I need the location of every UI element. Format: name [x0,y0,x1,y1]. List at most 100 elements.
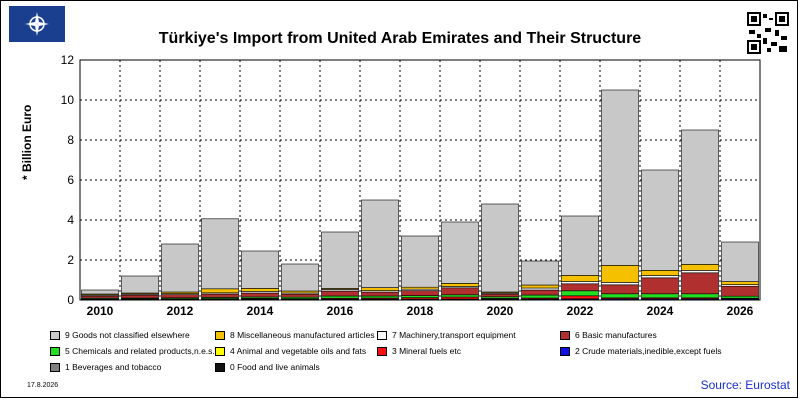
bar-segment [361,287,399,291]
legend-swatch [215,362,225,372]
bar-segment [681,264,719,271]
legend-item: 0 Food and live animals [215,362,320,372]
legend-item: 5 Chemicals and related products,n.e.s. [50,346,215,356]
legend-swatch [560,330,570,340]
x-tick-label: 2018 [407,304,434,318]
legend-item: 3 Mineral fuels etc [377,346,461,356]
x-tick-label: 2022 [567,304,594,318]
bar-segment [121,275,159,294]
bar-segment [441,287,479,296]
legend-swatch [560,346,570,356]
y-tick-label: 0 [67,293,74,307]
bar-segment [721,281,759,285]
legend-label: 9 Goods not classified elsewhere [65,330,190,340]
bar-segment [561,295,599,300]
legend-item: 6 Basic manufactures [560,330,657,340]
bar-segment [681,293,719,299]
bar-segment [601,293,639,299]
bar-segment [361,291,399,297]
bar-segment [521,294,559,299]
y-tick-label: 8 [67,133,74,147]
bar-segment [641,277,679,295]
x-tick-label: 2020 [487,304,514,318]
bar-segment [641,169,679,271]
bar-segment [561,275,599,282]
legend-label: 8 Miscellaneous manufactured articles [230,330,375,340]
bar-segment [681,272,719,295]
bar-segment [681,270,719,274]
legend-swatch [215,346,225,356]
bar-segment [201,288,239,294]
bar-segment [281,293,319,298]
bar-segment [161,294,199,299]
bar-segment [601,284,639,295]
legend-item: 1 Beverages and tobacco [50,362,161,372]
qr-code-icon [747,12,789,54]
legend-label: 2 Crude materials,inedible,except fuels [575,346,722,356]
y-tick-label: 6 [67,173,74,187]
y-tick-label: 2 [67,253,74,267]
bar-segment [321,231,359,289]
bar-segment [241,250,279,289]
logo-icon [9,6,65,42]
legend-item: 8 Miscellaneous manufactured articles [215,330,375,340]
bar-segment [561,290,599,297]
bar-segment [441,221,479,284]
bar-segment [81,289,119,295]
y-tick-label: 12 [61,53,75,67]
bar-segment [641,293,679,299]
bar-segment [521,289,559,296]
legend-label: 1 Beverages and tobacco [65,362,162,372]
legend-swatch [377,330,387,340]
bar-segment [441,283,479,287]
bar-segment [201,218,239,290]
bar-segment [161,243,199,293]
x-tick-label: 2016 [327,304,354,318]
bar-segment [681,129,719,265]
bar-segment [641,275,679,279]
bar-segment [561,215,599,276]
bar-segment [401,290,439,296]
y-tick-label: 4 [67,213,74,227]
bar-segment [121,294,159,299]
chart-title: Türkiye's Import from United Arab Emirat… [158,30,642,47]
legend-swatch [50,362,60,372]
legend-label: 3 Mineral fuels etc [392,346,461,356]
bar-segment [81,295,119,299]
y-tick-label: 10 [61,93,75,107]
bar-segment [321,290,359,297]
bar-segment [601,282,639,286]
x-tick-label: 2024 [647,304,674,318]
source-label: Source: Eurostat [700,378,790,392]
x-tick-label: 2010 [87,304,114,318]
legend-swatch [377,346,387,356]
bar-segment [441,294,479,298]
legend-swatch [50,330,60,340]
bar-segment [241,292,279,298]
legend-item: 9 Goods not classified elsewhere [50,330,190,340]
bar-segment [201,293,239,298]
legend-item: 2 Crude materials,inedible,except fuels [560,346,721,356]
legend-label: 0 Food and live animals [230,362,320,372]
bar-segment [641,270,679,276]
legend-label: 5 Chemicals and related products,n.e.s. [65,346,215,356]
bar-chart: 0 2 4 6 8 10 12 2010 2012 2014 2016 2018 2020 2022 202… [61,53,761,318]
legend-label: 6 Basic manufactures [575,330,657,340]
bar-segment [721,241,759,282]
bar-segment [721,285,759,297]
bar-segment [401,235,439,288]
bar-segment [521,284,559,289]
bar-segment [481,293,519,298]
bar-segment [321,295,359,299]
x-tick-label: 2012 [167,304,194,318]
bar-segment [361,199,399,288]
bar-segment [241,288,279,292]
legend-swatch [215,330,225,340]
bar-segment [521,260,559,286]
legend-swatch [50,346,60,356]
date-label: 17.8.2026 [27,382,59,389]
legend-label: 7 Machinery,transport equipment [392,330,516,340]
x-tick-label: 2014 [247,304,274,318]
legend-item: 7 Machinery,transport equipment [377,330,516,340]
bar-segment [561,281,599,285]
